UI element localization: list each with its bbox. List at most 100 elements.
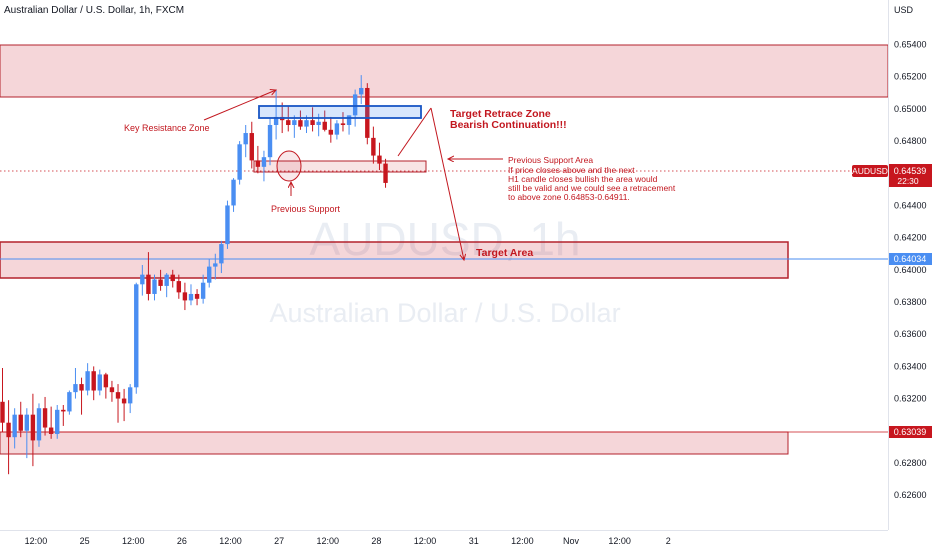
candle-body (6, 422, 11, 438)
candle-body (152, 279, 157, 294)
price-tick-label: 0.64000 (894, 265, 927, 275)
key-resistance-arrow (203, 90, 276, 121)
candle-body (109, 387, 115, 393)
previous-support-box[interactable] (253, 160, 427, 173)
candle-body (182, 292, 188, 301)
target-area-arrow (430, 107, 464, 260)
candle-body (176, 281, 182, 293)
key-resistance-zone[interactable] (0, 44, 889, 98)
candle-body (298, 120, 303, 127)
candle-body (340, 123, 346, 125)
time-tick-label: Nov (563, 536, 580, 546)
retrace-bracket-line (397, 107, 432, 157)
countdown-text: 22:30 (897, 176, 919, 186)
candle-body (267, 124, 273, 158)
time-tick-label: 12:00 (608, 536, 631, 546)
note-line-2: H1 candle closes bullish the area would (508, 174, 658, 184)
current-price-text: 0.64539 (894, 166, 927, 176)
candle-body (73, 384, 78, 393)
time-tick-label: 26 (177, 536, 187, 546)
candle-body (352, 94, 358, 116)
price-tick-label: 0.63400 (894, 361, 927, 371)
price-tick-label: 0.64800 (894, 136, 927, 146)
candle-body (12, 414, 17, 438)
candle-body (365, 87, 370, 138)
note-line-3: still be valid and we could see a retrac… (508, 183, 676, 193)
note-line-1: If price closes above and the next (508, 165, 635, 175)
time-tick-label: 28 (371, 536, 381, 546)
candle-body (36, 408, 42, 441)
target-retrace-zone[interactable] (258, 105, 422, 119)
candle-body (140, 274, 145, 285)
candle-body (231, 179, 236, 206)
price-tick-label: 0.62800 (894, 458, 927, 468)
time-tick-label: 12:00 (122, 536, 145, 546)
candle-body (158, 279, 163, 286)
candle-body (103, 374, 109, 388)
bearish-label: Bearish Continuation!!! (450, 119, 567, 131)
target-area-zone[interactable] (0, 241, 789, 279)
candle-body (170, 274, 175, 282)
candle-body (188, 293, 194, 301)
level-tag-64034-text: 0.64034 (894, 254, 927, 264)
candle-body (225, 205, 230, 245)
candle-body (286, 120, 291, 125)
candle-body (200, 282, 206, 299)
previous-support-label: Previous Support (271, 204, 341, 214)
level-tag-63039 (889, 426, 932, 438)
price-tick-label: 0.65000 (894, 104, 927, 114)
time-tick-label: 12:00 (25, 536, 48, 546)
price-tick-label: 0.65200 (894, 72, 927, 82)
price-tick-label: 0.63800 (894, 297, 927, 307)
candle-body (18, 414, 23, 431)
candle-body (24, 414, 30, 431)
candle-body (115, 392, 121, 399)
price-tick-label: 0.62600 (894, 490, 927, 500)
chart-title: Australian Dollar / U.S. Dollar, 1h, FXC… (4, 5, 184, 16)
candle-body (194, 293, 200, 299)
time-tick-label: 25 (80, 536, 90, 546)
price-tick-label: 0.64200 (894, 233, 927, 243)
candle-body (79, 384, 84, 391)
candle-body (304, 120, 309, 127)
candle-body (0, 401, 5, 423)
price-tick-label: 0.63600 (894, 329, 927, 339)
time-tick-label: 12:00 (511, 536, 534, 546)
candle-body (97, 374, 102, 391)
key-resistance-label: Key Resistance Zone (124, 123, 210, 133)
target-retrace-label: Target Retrace Zone (450, 108, 551, 120)
candle-body (30, 414, 36, 441)
candle-body (237, 144, 242, 180)
candle-body (146, 274, 151, 294)
time-tick-label: 12:00 (219, 536, 242, 546)
watermark-name: Australian Dollar / U.S. Dollar (269, 298, 620, 328)
time-tick-label: 27 (274, 536, 284, 546)
candle-body (67, 392, 72, 412)
previous-support-circle (276, 150, 302, 182)
candle-body (207, 266, 212, 283)
target-area-label: Target Area (476, 247, 533, 259)
candle-body (346, 115, 352, 125)
candle-body (42, 408, 48, 428)
symbol-tag-text: AUDUSD (852, 166, 888, 176)
level-tag-63039-text: 0.63039 (894, 427, 927, 437)
time-tick-label: 12:00 (317, 536, 340, 546)
candle-body (310, 120, 315, 125)
candle-body (249, 133, 254, 161)
candles (0, 75, 388, 475)
level-tag-64034 (889, 253, 932, 265)
candle-body (91, 371, 96, 391)
prev-support-area-label: Previous Support Area (508, 155, 593, 165)
candle-body (377, 155, 382, 164)
lower-support-zone[interactable] (0, 431, 789, 455)
currency-label: USD (894, 5, 914, 15)
candle-body (219, 244, 224, 264)
candle-body (322, 121, 327, 130)
candle-body (261, 157, 267, 167)
time-tick-label: 2 (666, 536, 671, 546)
candle-body (243, 133, 248, 145)
candle-body (334, 123, 340, 135)
candle-body (359, 87, 364, 95)
time-axis[interactable]: 12:00 25 12:00 26 12:00 27 12:00 28 12:00 31 12:00… (25, 536, 671, 546)
